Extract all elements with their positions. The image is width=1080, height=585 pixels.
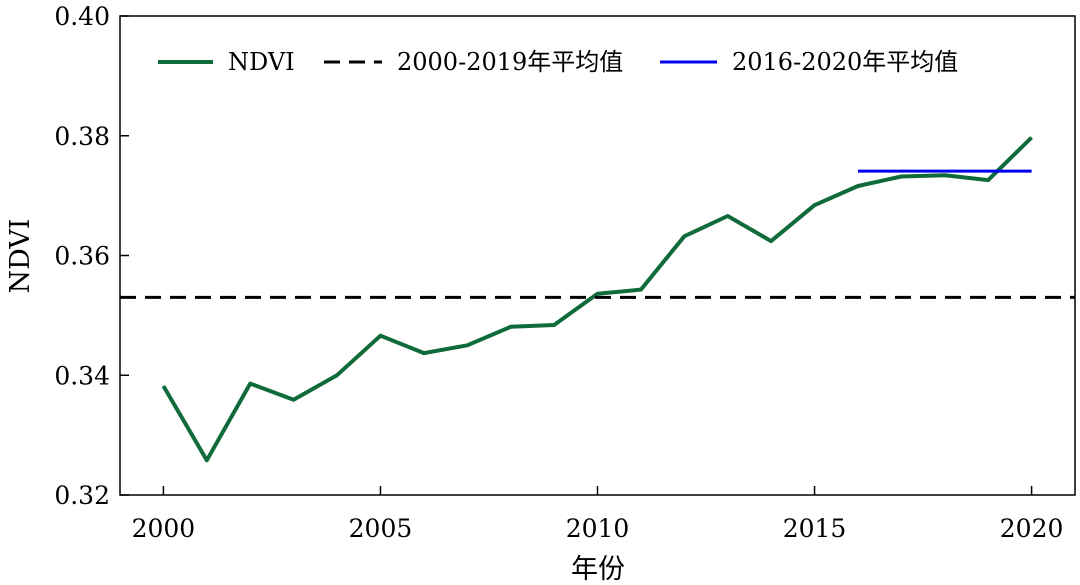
y-tick-label: 0.32 [54,481,110,510]
y-axis-ticks: 0.32 0.34 0.36 0.38 0.40 [54,2,129,510]
x-tick-label: 2000 [132,514,196,543]
legend-label: 2000-2019年平均值 [397,48,623,76]
x-tick-label: 2020 [1000,514,1064,543]
series-ndvi-line [161,136,1034,463]
x-tick-label: 2010 [566,514,630,543]
y-tick-label: 0.34 [54,361,110,390]
y-axis-title: NDVI [5,219,36,294]
legend-label: 2016-2020年平均值 [732,48,958,76]
x-axis-title: 年份 [571,554,625,585]
x-axis-ticks: 2000 2005 2010 2015 2020 [132,486,1064,543]
y-tick-label: 0.38 [54,122,110,151]
plot-frame [119,15,1076,496]
legend: NDVI 2000-2019年平均值 2016-2020年平均值 [158,48,958,76]
legend-label: NDVI [228,48,295,76]
x-tick-label: 2005 [349,514,413,543]
series-layer [120,136,1075,463]
y-tick-label: 0.40 [54,2,110,31]
y-tick-label: 0.36 [54,242,110,271]
x-tick-label: 2015 [783,514,847,543]
